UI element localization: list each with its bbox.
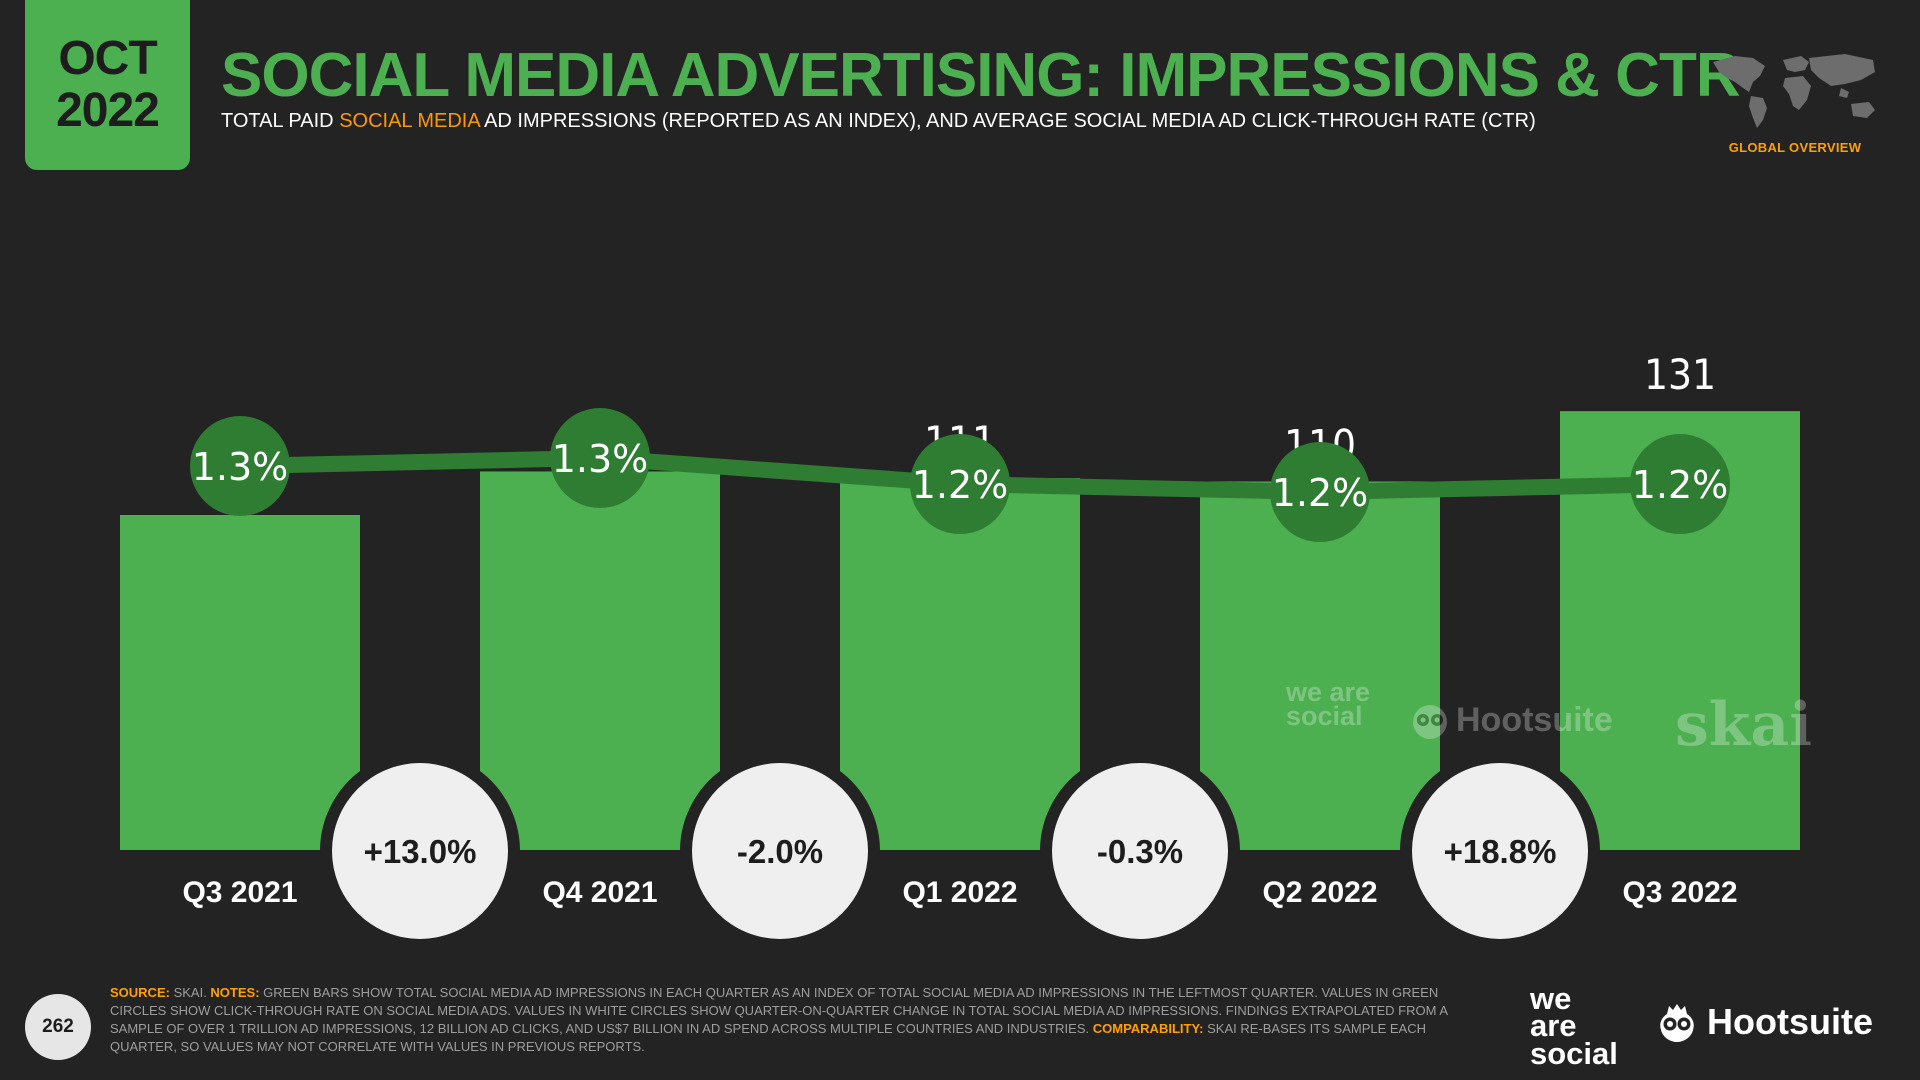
source-label: SOURCE: <box>110 985 170 1000</box>
page-title: SOCIAL MEDIA ADVERTISING: IMPRESSIONS & … <box>221 41 1741 110</box>
watermark-wearesocial: we are social <box>1286 677 1371 732</box>
subtitle-pre: TOTAL PAID <box>221 110 340 132</box>
ctr-circle-2 <box>550 408 650 508</box>
bar-3 <box>840 478 1080 850</box>
impressions-ctr-chart: 100Q3 2021113Q4 2021111Q1 2022110Q2 2022… <box>120 350 1800 939</box>
ctr-circle-3 <box>910 434 1010 534</box>
date-badge: OCT 2022 <box>25 0 190 170</box>
comparability-label: COMPARABILITY: <box>1092 1021 1204 1036</box>
category-label: Q3 2021 <box>182 876 297 909</box>
date-year: 2022 <box>56 84 160 137</box>
ctr-circle-5 <box>1630 434 1730 534</box>
region-label: GLOBAL OVERVIEW <box>1728 140 1862 155</box>
ctr-circle-1 <box>190 416 290 516</box>
hootsuite-owl-icon <box>1660 1004 1694 1042</box>
ctr-value-label: 1.2% <box>1632 463 1729 507</box>
bar-4 <box>1200 481 1440 850</box>
change-circle-1 <box>332 763 508 939</box>
ctr-value-label: 1.3% <box>552 437 649 481</box>
watermark-hootsuite-text: Hootsuite <box>1456 700 1613 739</box>
date-month: OCT <box>58 32 157 85</box>
owl-icon <box>1413 705 1447 739</box>
footer-notes: SOURCE: SKAI. NOTES: GREEN BARS SHOW TOT… <box>110 984 1490 1056</box>
ctr-circle-4 <box>1270 442 1370 542</box>
source-text: SKAI. <box>169 985 211 1000</box>
subtitle-highlight: SOCIAL MEDIA <box>339 110 480 132</box>
wearesocial-logo: we are social <box>1530 981 1618 1071</box>
category-label: Q3 2022 <box>1622 876 1737 909</box>
bar-2 <box>480 471 720 850</box>
world-map-icon <box>1713 54 1875 128</box>
page-number: 262 <box>25 994 91 1060</box>
notes-label: NOTES: <box>210 985 260 1000</box>
bar-value-label: 131 <box>1644 350 1716 399</box>
bar-1 <box>120 515 360 850</box>
category-label: Q2 2022 <box>1262 876 1377 909</box>
hootsuite-logo-text: Hootsuite <box>1707 1001 1873 1042</box>
change-value-label: +18.8% <box>1444 833 1557 870</box>
wearesocial-logo-line3: social <box>1530 1035 1618 1071</box>
world-map: GLOBAL OVERVIEW <box>1705 48 1885 158</box>
hootsuite-logo: Hootsuite <box>1655 1000 1873 1044</box>
change-value-label: -2.0% <box>737 833 823 870</box>
ctr-value-label: 1.2% <box>912 463 1009 507</box>
change-circle-2 <box>692 763 868 939</box>
wearesocial-logo-line1: we <box>1530 981 1572 1016</box>
notes-text: GREEN BARS SHOW TOTAL SOCIAL MEDIA AD IM… <box>110 985 1448 1036</box>
change-value-label: +13.0% <box>364 833 477 870</box>
subtitle-post: AD IMPRESSIONS (REPORTED AS AN INDEX), A… <box>479 110 1536 132</box>
comparability-text: SKAI RE-BASES ITS SAMPLE EACH QUARTER, S… <box>110 1021 1426 1054</box>
ctr-value-label: 1.3% <box>192 445 289 489</box>
wearesocial-logo-line2: are <box>1530 1008 1577 1044</box>
change-circle-3 <box>1052 763 1228 939</box>
watermark-hootsuite: Hootsuite <box>1410 700 1613 740</box>
change-value-label: -0.3% <box>1097 833 1183 870</box>
ctr-value-label: 1.2% <box>1272 471 1369 515</box>
category-label: Q4 2021 <box>542 876 657 909</box>
category-label: Q1 2022 <box>902 876 1017 909</box>
change-circle-4 <box>1412 763 1588 939</box>
watermark-skai: skai <box>1675 690 1813 760</box>
watermarks: we are social Hootsuite skai <box>1280 670 1820 760</box>
page-subtitle: TOTAL PAID SOCIAL MEDIA AD IMPRESSIONS (… <box>221 110 1536 133</box>
